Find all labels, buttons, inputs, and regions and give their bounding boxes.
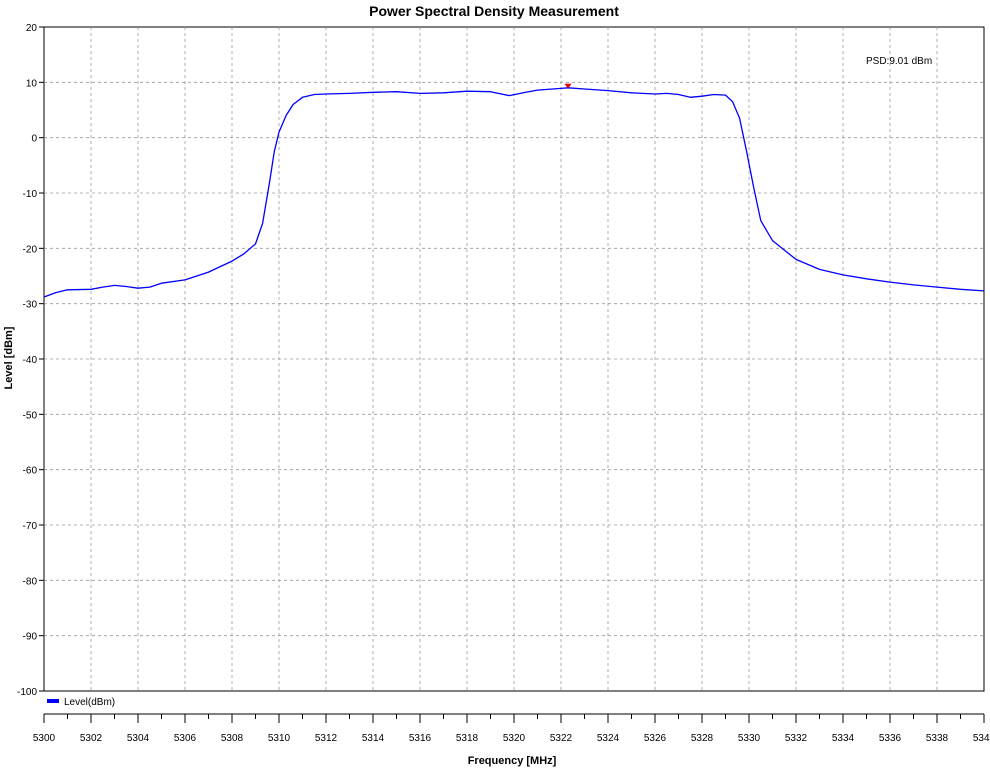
x-tick-label: 5314 — [362, 733, 385, 744]
y-tick-label: -100 — [17, 687, 37, 698]
y-axis-label: Level [dBm] — [3, 326, 15, 389]
x-tick-label: 5340 — [973, 733, 990, 744]
x-tick-label: 5332 — [785, 733, 808, 744]
x-tick-label: 5302 — [80, 733, 103, 744]
y-tick-label: -70 — [23, 521, 38, 532]
x-axis: 5300 5302 5304 5306 5308 5310 5312 5314 5316 5318… — [33, 714, 990, 744]
x-tick-label: 5330 — [738, 733, 761, 744]
x-tick-label: 5328 — [691, 733, 714, 744]
series-line — [43, 87, 985, 298]
legend: Level(dBm) — [47, 697, 115, 708]
x-tick-label: 5336 — [879, 733, 902, 744]
y-tick-label: -20 — [23, 244, 38, 255]
x-tick-label: 5316 — [409, 733, 432, 744]
grid — [44, 27, 984, 691]
y-tick-label: 0 — [31, 134, 37, 145]
marker-layer — [564, 83, 572, 89]
y-tick-label: -10 — [23, 189, 38, 200]
x-tick-label: 5322 — [550, 733, 573, 744]
x-tick-label: 5326 — [644, 733, 667, 744]
y-tick-label: -90 — [23, 632, 38, 643]
marker-label: PSD:9.01 dBm — [866, 56, 932, 67]
x-tick-label: 5304 — [127, 733, 150, 744]
peak-marker — [564, 83, 572, 89]
y-tick-label: 20 — [26, 23, 38, 34]
y-axis: 20 10 0 -10 -20 -30 -40 -50 -60 -70 -80 -90 -100 — [17, 23, 44, 698]
x-tick-label: 5324 — [597, 733, 620, 744]
y-tick-label: -80 — [23, 576, 38, 587]
x-tick-label: 5318 — [456, 733, 479, 744]
x-axis-label: Frequency [MHz] — [468, 755, 557, 767]
y-tick-label: 10 — [26, 78, 38, 89]
chart-title: Power Spectral Density Measurement — [369, 3, 619, 19]
x-tick-label: 5300 — [33, 733, 56, 744]
x-tick-label: 5320 — [503, 733, 526, 744]
y-tick-label: -30 — [23, 300, 38, 311]
x-tick-label: 5310 — [268, 733, 291, 744]
x-tick-label: 5306 — [174, 733, 197, 744]
series-layer — [43, 87, 985, 298]
y-tick-label: -40 — [23, 355, 38, 366]
legend-label: Level(dBm) — [64, 697, 115, 708]
x-tick-label: 5308 — [221, 733, 244, 744]
x-tick-label: 5334 — [832, 733, 855, 744]
y-tick-label: -50 — [23, 410, 38, 421]
legend-swatch — [47, 699, 59, 703]
y-tick-label: -60 — [23, 466, 38, 477]
x-tick-label: 5312 — [315, 733, 338, 744]
x-tick-label: 5338 — [926, 733, 949, 744]
